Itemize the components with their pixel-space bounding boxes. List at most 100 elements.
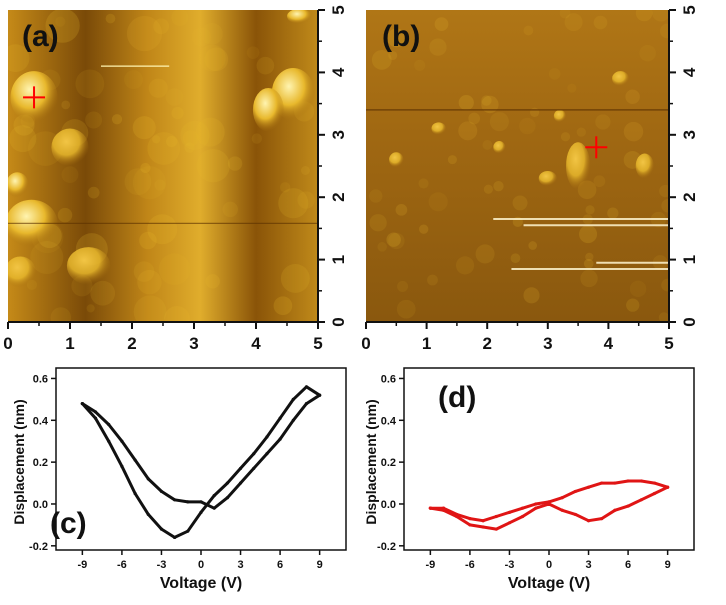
afm-texture-blob [529,107,540,117]
y-tick-label: 4 [680,67,699,77]
afm-texture-blob [559,10,571,19]
data-point [107,422,111,427]
afm-texture-blob [580,269,598,288]
afm-texture-blob [523,287,540,304]
afm-texture-blob [483,184,493,194]
afm-texture-blob [50,307,72,322]
afm-texture-blob [165,88,184,106]
afm-grain [66,247,111,285]
data-point [494,514,498,519]
data-point [265,452,269,456]
data-point [600,481,604,485]
x-tick-label: 6 [625,559,631,571]
afm-texture-blob [57,207,73,223]
afm-grain [493,141,506,154]
data-point [547,502,551,506]
afm-texture-blob [87,186,100,199]
afm-texture-blob [528,241,538,250]
panel-label-d: (d) [438,381,476,414]
afm-texture-blob [434,17,449,32]
afm-texture-blob [635,10,653,22]
afm-texture-blob [180,120,210,150]
afm-texture-blob [140,162,151,174]
data-point [652,481,657,485]
afm-grain [252,88,284,132]
afm-texture-blob [482,140,493,150]
afm-texture-blob [153,18,170,35]
afm-texture-blob [111,114,123,125]
data-point [186,500,190,504]
afm-texture-blob [625,89,640,104]
y-tick-label: 0 [680,317,699,326]
afm-texture-blob [369,189,383,203]
data-point [265,435,269,439]
plot-frame [55,367,347,551]
data-point [225,496,229,500]
data-point [521,514,525,519]
x-tick-label: -6 [117,559,127,571]
y-tick-label: 5 [329,5,348,14]
afm-texture-blob [184,142,195,153]
data-point [507,510,512,514]
x-axis-title-c: Voltage (V) [160,575,242,592]
data-point [159,527,164,531]
afm-texture-blob [377,242,387,252]
y-tick-label: 3 [329,130,348,139]
x-tick-label: 4 [604,334,614,353]
afm-texture-blob [659,23,669,39]
x-tick-label: 3 [543,334,552,353]
data-point [173,535,177,540]
afm-texture-blob [593,175,606,188]
y-tick-label: 2 [329,192,348,201]
y-tick-label: 0.0 [381,499,396,511]
afm-texture-blob [388,50,398,61]
afm-texture-blob [279,182,291,193]
afm-texture-blob [510,253,521,264]
afm-texture-blob [567,83,577,93]
panel-label-b: (b) [382,20,420,53]
data-point [278,416,282,420]
afm-texture-blob [152,135,161,144]
afm-texture-blob [137,269,162,295]
afm-texture-blob [105,13,116,24]
afm-image-b [366,10,669,322]
afm-texture-blob [171,106,184,120]
afm-texture-blob [661,198,669,213]
data-point [560,496,564,500]
data-point [507,521,512,525]
data-point [652,491,657,496]
x-tick-label: 1 [422,334,431,353]
x-tick-label: 0 [546,559,552,571]
plot-curves-d [428,479,670,531]
x-tick-label: 1 [65,334,74,353]
afm-texture-blob [273,296,293,316]
data-point [639,479,643,483]
data-point [146,512,150,517]
y-tick-label: 3 [680,130,699,139]
afm-texture-blob [387,28,407,48]
afm-texture-blob [458,121,478,141]
afm-texture-blob [651,10,669,22]
afm-texture-blob [369,214,387,232]
x-axis-title-d: Voltage (V) [508,575,590,592]
afm-grain [635,153,654,179]
afm-texture-blob [133,261,155,282]
x-tick-label: 3 [585,559,591,571]
afm-texture-blob [171,10,189,27]
afm-texture-blob [475,244,495,264]
afm-texture-blob [564,13,583,32]
data-point [666,485,670,489]
afm-grain [51,128,89,166]
afm-texture-blob [45,10,80,43]
afm-texture-blob [396,299,416,319]
afm-image-a [8,10,318,322]
afm-texture-blob [493,181,504,192]
afm-texture-blob [395,203,408,216]
x-tick-label: -6 [465,559,475,571]
afm-texture-blob [198,44,226,72]
afm-texture-blob [222,201,239,218]
afm-texture-blob [427,274,438,286]
afm-grain [8,256,36,288]
data-point [613,508,617,512]
